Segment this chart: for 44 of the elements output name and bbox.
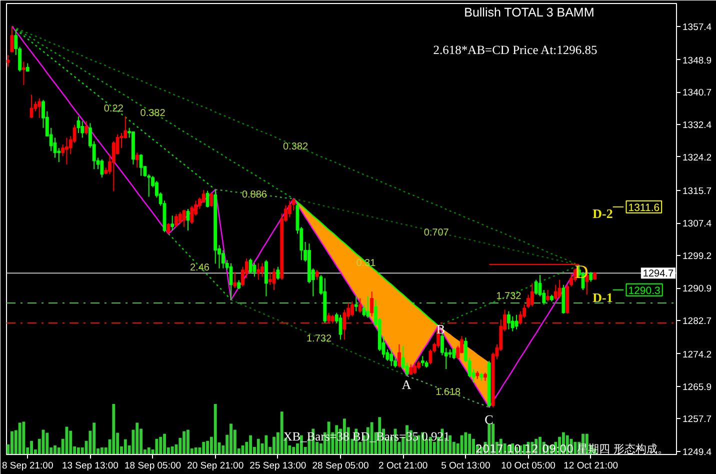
series-label: 0.886 bbox=[242, 190, 268, 201]
series-label: 1.732 bbox=[496, 291, 522, 302]
x-tick-label: 28 Sep 05:00 bbox=[312, 460, 369, 472]
x-tick-label: 2 Oct 21:00 bbox=[378, 460, 428, 472]
y-tick-label: 1249.4 bbox=[682, 446, 712, 458]
y-tick-label: 1290.9 bbox=[682, 284, 712, 295]
y-tick-label: 1357.4 bbox=[682, 22, 712, 33]
series-label: 1.732 bbox=[306, 333, 332, 344]
y-tick-label: 1282.7 bbox=[682, 316, 712, 327]
series-label: 0.382 bbox=[283, 141, 308, 152]
y-tick-label: 1348.9 bbox=[682, 55, 712, 66]
x-tick-label: 25 Sep 13:00 bbox=[250, 460, 306, 472]
y-tick-label: 1307.4 bbox=[682, 218, 712, 230]
annotation: D-1 bbox=[592, 290, 613, 306]
series-label: 2.46 bbox=[190, 262, 210, 274]
annotation: 1290.3 bbox=[628, 284, 661, 297]
chart-title: Bullish TOTAL 3 BAMM bbox=[464, 6, 594, 20]
x-tick-label: 8 Sep 21:00 bbox=[2, 460, 54, 472]
y-tick-label: 1274.2 bbox=[682, 349, 712, 360]
text: 2.618*AB=CD Price At:1296.85 bbox=[433, 42, 598, 57]
series-label: 0.382 bbox=[140, 108, 166, 120]
annotation: D-2 bbox=[592, 206, 613, 222]
x-tick-label: 12 Oct 21:00 bbox=[564, 460, 618, 472]
annotation: 1311.6 bbox=[628, 202, 660, 214]
series-label: 0.707 bbox=[424, 227, 450, 238]
x-tick-label: 20 Sep 21:00 bbox=[187, 460, 244, 472]
y-tick-label: 1257.7 bbox=[682, 414, 712, 426]
x-tick-label: 5 Oct 13:00 bbox=[441, 460, 490, 472]
y-tick-label: 1340.7 bbox=[682, 88, 712, 99]
y-tick-label: 1315.7 bbox=[682, 186, 712, 197]
x-tick-label: 13 Sep 13:00 bbox=[62, 460, 118, 472]
series-label: 0.22 bbox=[104, 103, 124, 114]
y-tick-label: 1324.2 bbox=[682, 152, 712, 164]
series-label: 1.618 bbox=[436, 387, 462, 398]
x-tick-label: 18 Sep 05:00 bbox=[124, 460, 182, 472]
x-tick-label: 10 Oct 05:00 bbox=[501, 460, 556, 472]
annotation: D bbox=[574, 262, 588, 283]
annotation: C bbox=[484, 412, 494, 427]
ref-line-label: 1294.7 bbox=[642, 268, 674, 280]
annotation: B bbox=[436, 322, 446, 337]
annotation: A bbox=[402, 377, 412, 392]
y-tick-label: 1299.2 bbox=[682, 250, 712, 262]
y-tick-label: 1332.4 bbox=[682, 120, 712, 132]
y-tick-label: 1265.9 bbox=[682, 382, 712, 393]
